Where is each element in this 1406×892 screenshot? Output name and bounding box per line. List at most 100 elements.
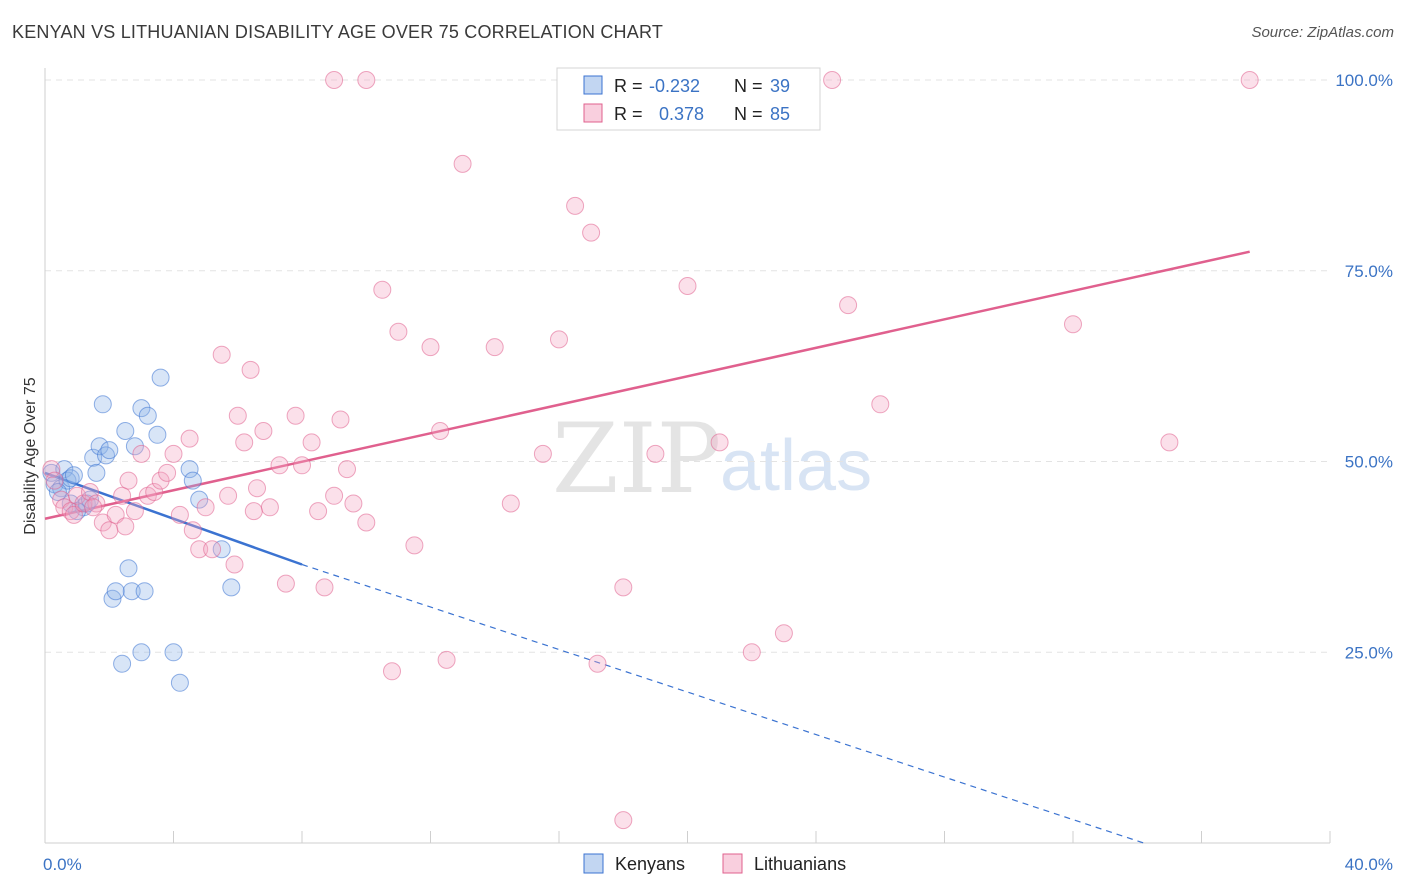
point-kenyans-7 <box>64 466 83 485</box>
point-lithuanians-12 <box>106 505 125 524</box>
point-lithuanians-67 <box>710 433 729 452</box>
point-lithuanians-37 <box>270 456 289 475</box>
point-kenyans-18 <box>132 399 151 418</box>
point-lithuanians-54 <box>431 422 450 440</box>
point-lithuanians-41 <box>302 433 321 452</box>
point-lithuanians-53 <box>421 338 440 357</box>
point-kenyans-3 <box>55 460 74 479</box>
point-lithuanians-80 <box>823 71 842 89</box>
point-lithuanians-31 <box>228 406 247 425</box>
point-kenyans-20 <box>148 425 167 444</box>
source-label: Source: ZipAtlas.com <box>1251 24 1394 41</box>
point-kenyans-31 <box>106 582 125 601</box>
point-lithuanians-57 <box>485 338 504 357</box>
y-tick-label-50: 50.0% <box>1345 453 1393 472</box>
point-lithuanians-38 <box>276 574 295 593</box>
point-lithuanians-16 <box>132 444 151 463</box>
legend-n-label-lithuanians: N = <box>734 104 763 124</box>
point-kenyans-12 <box>90 437 109 456</box>
tick-labels: 25.0% 50.0% 75.0% 100.0% 0.0% 40.0% <box>43 71 1393 874</box>
point-lithuanians-71 <box>871 395 890 414</box>
point-kenyans-13 <box>93 395 112 414</box>
point-kenyans-32 <box>113 654 132 673</box>
point-lithuanians-14 <box>119 471 138 490</box>
bottom-legend-label-kenyans: Kenyans <box>615 854 685 874</box>
point-lithuanians-30 <box>225 555 244 574</box>
legend-n-value-kenyans: 39 <box>770 76 790 96</box>
point-kenyans-29 <box>135 582 154 601</box>
point-kenyans-6 <box>61 469 80 488</box>
point-lithuanians-46 <box>338 460 356 479</box>
point-lithuanians-50 <box>383 662 401 681</box>
point-lithuanians-73 <box>1160 433 1179 452</box>
point-lithuanians-32 <box>235 433 254 452</box>
point-lithuanians-48 <box>357 513 376 532</box>
legend-r-value-lithuanians: 0.378 <box>659 104 704 124</box>
point-lithuanians-25 <box>190 540 209 559</box>
point-lithuanians-35 <box>254 422 273 440</box>
point-lithuanians-56 <box>453 154 472 173</box>
point-lithuanians-33 <box>241 360 260 379</box>
point-lithuanians-29 <box>219 486 238 505</box>
trend-line-kenyans <box>44 471 303 566</box>
point-lithuanians-68 <box>742 643 761 662</box>
point-lithuanians-13 <box>113 486 132 505</box>
point-lithuanians-82 <box>116 517 135 536</box>
point-lithuanians-55 <box>437 650 456 669</box>
point-lithuanians-45 <box>331 410 350 429</box>
point-kenyans-28 <box>122 582 141 601</box>
point-lithuanians-24 <box>183 521 202 540</box>
bottom-legend: Kenyans Lithuanians <box>583 853 846 874</box>
point-kenyans-17 <box>125 437 144 456</box>
point-lithuanians-19 <box>151 471 170 490</box>
point-kenyans-34 <box>164 643 183 662</box>
bottom-legend-swatch-lithuanians <box>722 853 743 874</box>
point-lithuanians-34 <box>248 479 266 498</box>
point-lithuanians-43 <box>315 578 334 597</box>
point-lithuanians-42 <box>309 502 328 521</box>
point-lithuanians-51 <box>389 322 408 341</box>
point-lithuanians-47 <box>344 494 363 513</box>
point-lithuanians-8 <box>81 483 99 501</box>
point-lithuanians-61 <box>566 196 585 215</box>
y-tick-label-75: 75.0% <box>1345 262 1393 281</box>
point-lithuanians-81 <box>1240 71 1259 89</box>
legend-r-value-kenyans: -0.232 <box>649 76 700 96</box>
point-kenyans-15 <box>100 441 119 460</box>
y-axis-title: Disability Age Over 75 <box>22 377 39 535</box>
point-kenyans-25 <box>212 540 231 559</box>
point-lithuanians-58 <box>501 494 520 513</box>
trend-lines <box>44 250 1250 844</box>
axes <box>44 68 1331 844</box>
point-lithuanians-83 <box>244 502 263 521</box>
point-lithuanians-27 <box>203 540 222 559</box>
point-lithuanians-52 <box>405 536 424 555</box>
legend-n-value-lithuanians: 85 <box>770 104 790 124</box>
point-lithuanians-75 <box>325 71 344 89</box>
point-lithuanians-65 <box>646 444 665 463</box>
point-lithuanians-59 <box>533 444 552 463</box>
point-lithuanians-84 <box>84 498 103 517</box>
watermark-atlas: atlas <box>720 426 872 506</box>
x-tick-label-40: 40.0% <box>1345 855 1393 874</box>
point-lithuanians-76 <box>357 71 376 89</box>
point-kenyans-26 <box>222 578 241 597</box>
point-lithuanians-70 <box>839 296 858 315</box>
trend-line-lithuanians <box>44 250 1250 520</box>
point-kenyans-33 <box>132 643 151 662</box>
point-lithuanians-63 <box>588 654 607 673</box>
point-lithuanians-28 <box>212 345 231 364</box>
point-lithuanians-72 <box>1064 315 1082 334</box>
data-points <box>42 71 1259 830</box>
point-kenyans-24 <box>190 490 209 509</box>
point-kenyans-14 <box>97 446 115 465</box>
point-lithuanians-40 <box>293 456 311 475</box>
point-lithuanians-21 <box>164 444 183 463</box>
point-lithuanians-20 <box>158 463 177 482</box>
point-kenyans-22 <box>180 460 199 479</box>
bottom-legend-swatch-kenyans <box>583 853 604 874</box>
x-tick-label-0: 0.0% <box>43 855 82 874</box>
point-lithuanians-26 <box>196 498 215 517</box>
legend-r-label-kenyans: R = <box>614 76 643 96</box>
